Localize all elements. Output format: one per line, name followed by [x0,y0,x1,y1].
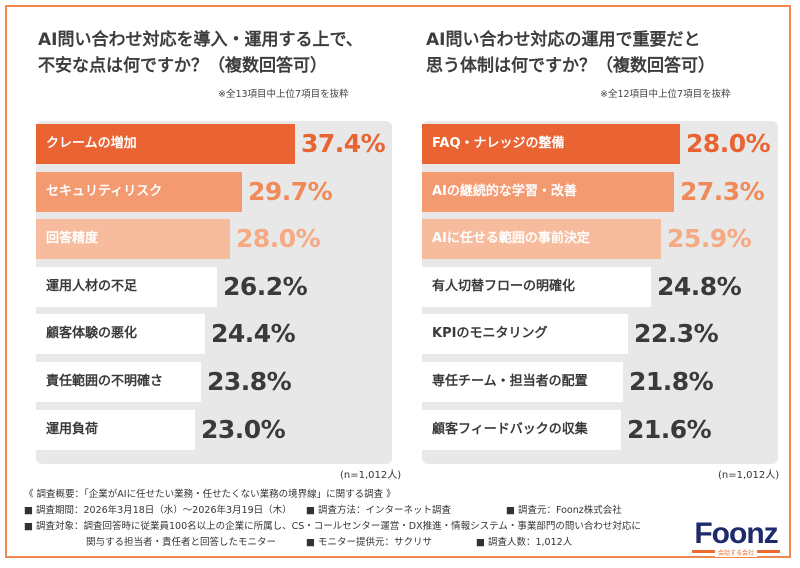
left-title-line2: 不安な点は何ですか？（複数回答可） [38,56,327,76]
left-note: ※全13項目中上位7項目を抜粋 [218,89,349,100]
right-title-line1: AI問い合わせ対応の運用で重要だと [426,30,701,50]
right-bar-value-4: 24.8% [657,272,742,301]
survey-target: ■ 調査対象：調査回答時に従業員100名以上の企業に所属し、CS・コールセンター… [24,521,641,532]
right-bar-value-2: 27.3% [680,177,765,206]
right-bar-value-7: 21.6% [627,415,712,444]
left-bar-6 [36,362,201,402]
left-bar-value-3: 28.0% [236,224,321,253]
left-bar-value-5: 24.4% [211,319,296,348]
survey-period: ■ 調査期間：2026年3月18日（水）〜2026年3月19日（木） [24,505,292,516]
right-bar-value-5: 22.3% [634,319,719,348]
right-bar-label-3: AIに任せる範囲の事前決定 [432,231,590,246]
logo-tagline: 会話する会社 [714,550,757,557]
right-bar-label-6: 専任チーム・担当者の配置 [432,374,588,389]
right-bar-value-6: 21.8% [629,367,714,396]
survey-method: ■ 調査方法：インターネット調査 [306,505,451,516]
right-bar-label-7: 顧客フィードバックの収集 [432,422,588,437]
left-bar-label-5: 顧客体験の悪化 [46,326,138,341]
left-bar-label-7: 運用負荷 [46,422,99,437]
survey-overview-heading: 《 調査概要：「企業がAIに任せたい業務・任せたくない業務の境界線」に関する調査… [24,489,396,500]
left-bar-7 [36,410,195,450]
monitor-provider: ■ モニター提供元：サクリサ [306,537,432,548]
right-bar-7 [422,410,621,450]
right-bar-4 [422,267,651,307]
left-bar-value-4: 26.2% [223,272,308,301]
right-bar-2 [422,172,674,212]
right-bar-label-5: KPIのモニタリング [432,326,548,341]
right-bar-label-2: AIの継続的な学習・改善 [432,184,577,199]
right-bar-6 [422,362,623,402]
right-sample-size: (n=1,012人) [718,470,780,481]
right-chart-title: AI問い合わせ対応の運用で重要だと 思う体制は何ですか？（複数回答可） [426,27,715,79]
left-bar-2 [36,172,242,212]
left-title-line1: AI問い合わせ対応を導入・運用する上で、 [38,30,363,50]
left-bar-3 [36,219,230,259]
right-note: ※全12項目中上位7項目を抜粋 [600,89,731,100]
left-bar-4 [36,267,217,307]
left-bar-value-2: 29.7% [248,177,333,206]
survey-target-cont: 関与する担当者・責任者と回答したモニター [86,537,277,548]
left-bar-label-6: 責任範囲の不明確さ [46,374,164,389]
left-bar-value-1: 37.4% [301,129,386,158]
left-bar-value-6: 23.8% [207,367,292,396]
right-bar-value-3: 25.9% [667,224,752,253]
respondent-count: ■ 調査人数：1,012人 [476,537,573,548]
foonz-logo: Foonz 会話する会社 [686,519,786,559]
right-title-line2: 思う体制は何ですか？（複数回答可） [426,56,715,76]
left-bar-label-1: クレームの増加 [46,136,137,151]
left-bar-5 [36,314,205,354]
logo-wordmark: Foonz [694,517,778,550]
left-bar-label-4: 運用人材の不足 [46,279,138,294]
right-bar-5 [422,314,628,354]
left-bar-value-7: 23.0% [201,415,286,444]
left-bar-1 [36,124,295,164]
survey-source: ■ 調査元：Foonz株式会社 [506,505,622,516]
right-bar-value-1: 28.0% [686,129,771,158]
left-bar-label-3: 回答精度 [46,231,99,246]
left-chart-title: AI問い合わせ対応を導入・運用する上で、 不安な点は何ですか？（複数回答可） [38,27,363,79]
left-bar-label-2: セキュリティリスク [46,184,163,199]
right-bar-3 [422,219,661,259]
right-bar-1 [422,124,680,164]
right-bar-label-4: 有人切替フローの明確化 [432,279,576,294]
left-sample-size: (n=1,012人) [340,470,402,481]
right-bar-label-1: FAQ・ナレッジの整備 [432,136,565,151]
